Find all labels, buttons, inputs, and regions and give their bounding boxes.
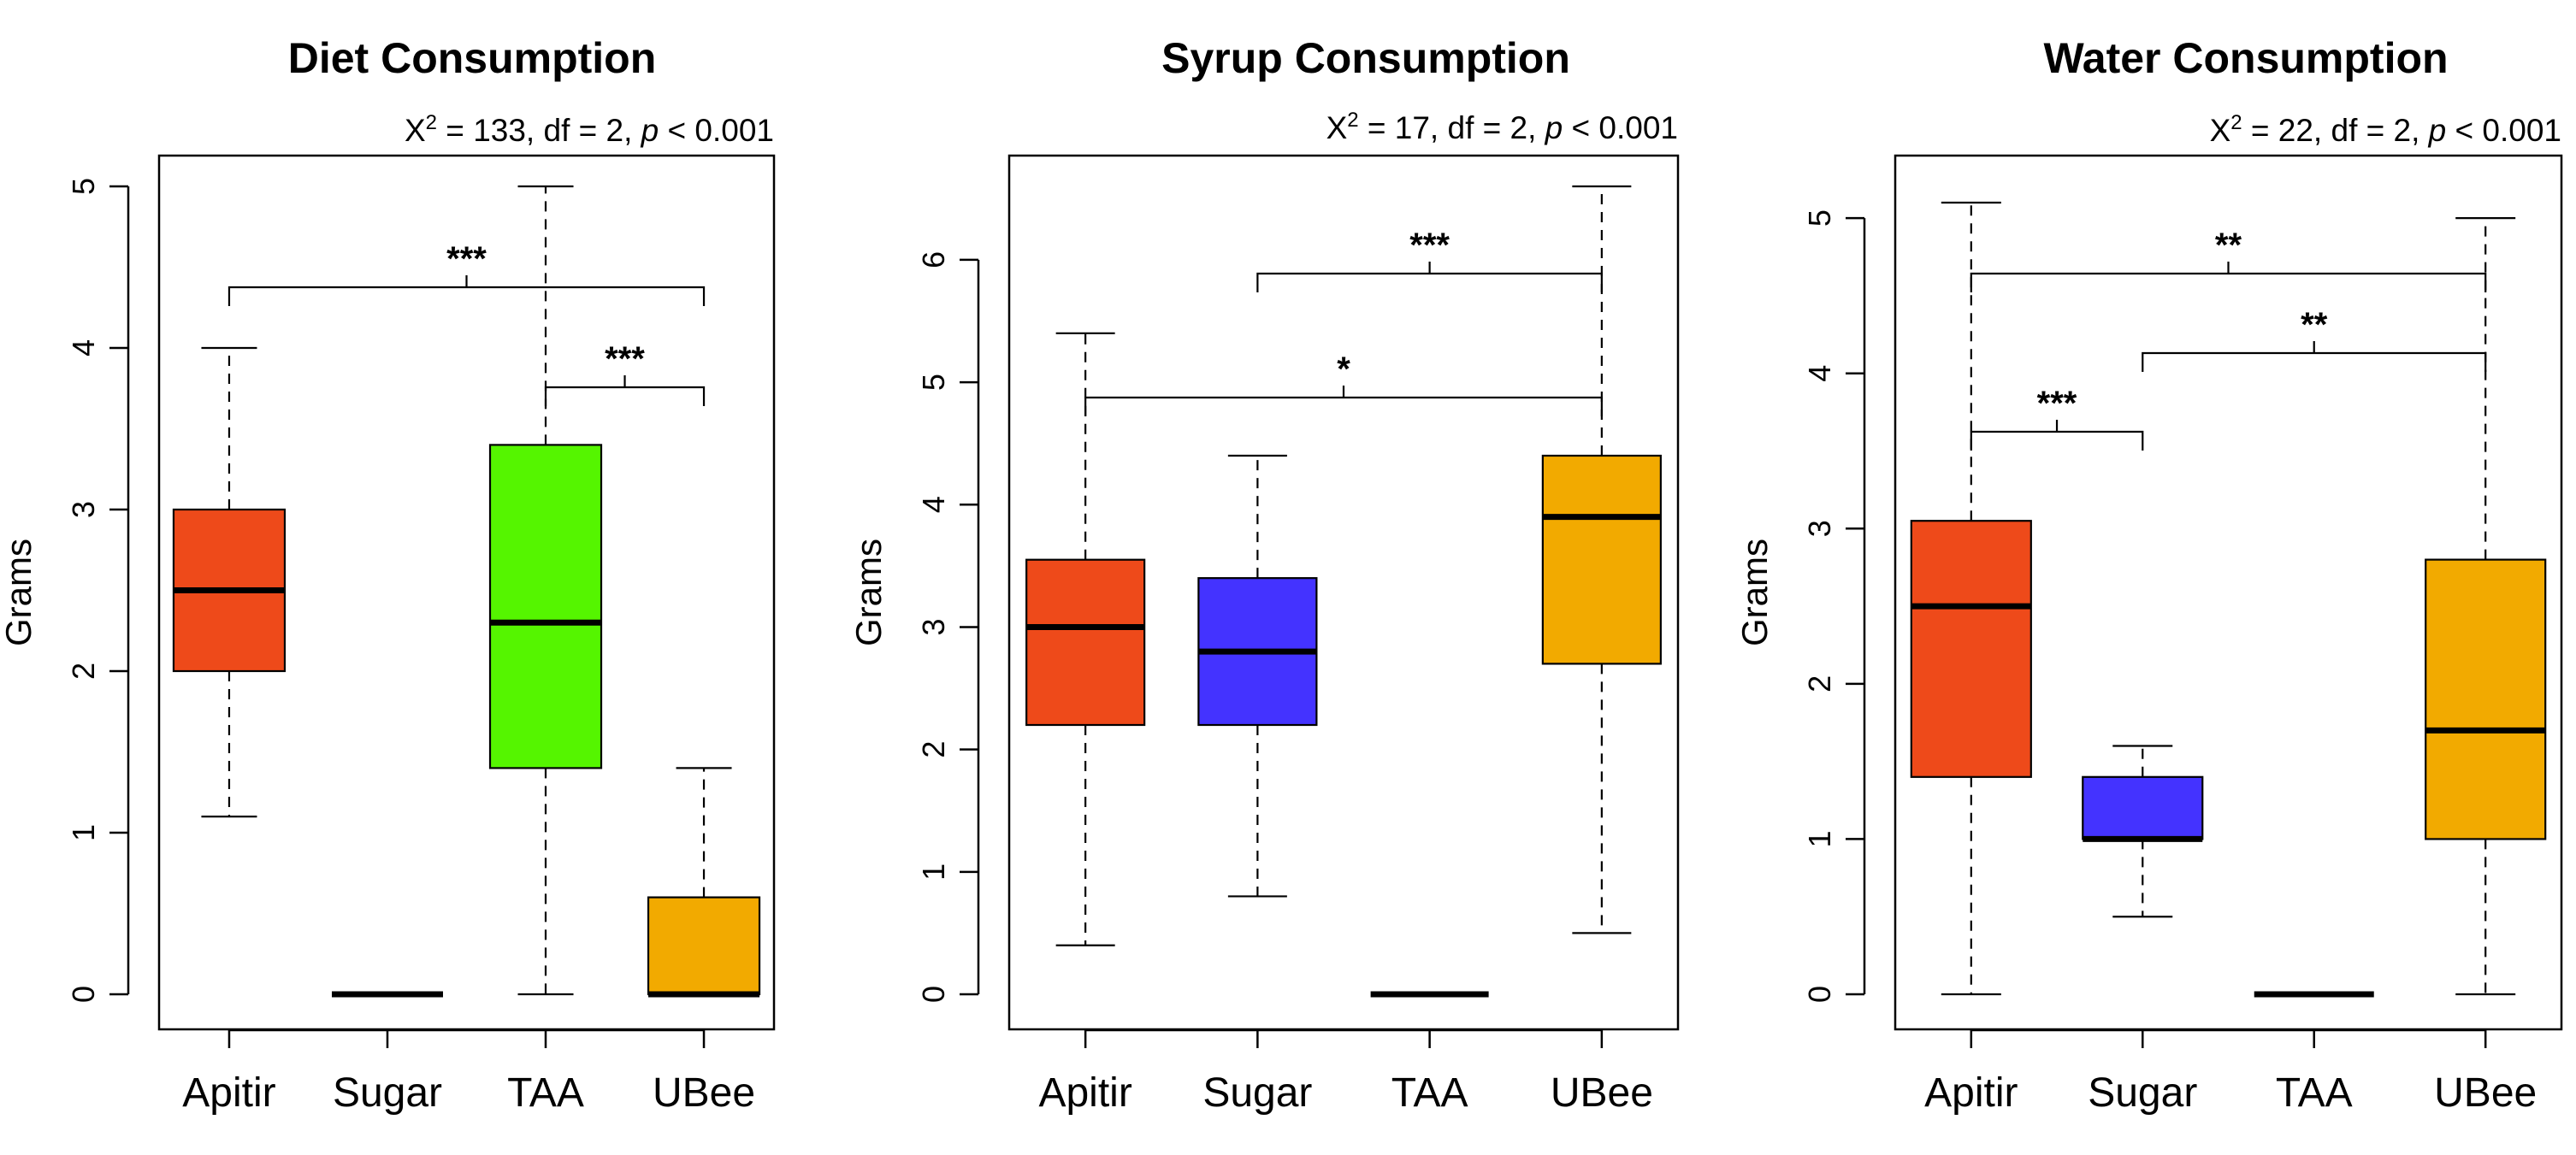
x-tick-label: Apitir xyxy=(182,1070,275,1116)
y-tick-label: 0 xyxy=(916,986,951,1003)
x-tick-label: Apitir xyxy=(1038,1070,1131,1116)
x-tick-label: Apitir xyxy=(1924,1070,2018,1116)
significance-bracket: *** xyxy=(1970,385,2144,451)
x-tick-label: TAA xyxy=(1391,1070,1468,1116)
x-tick-label: Sugar xyxy=(333,1070,442,1116)
y-axis-label: Grams xyxy=(0,539,38,646)
y-tick-label: 3 xyxy=(1802,520,1837,537)
box-body xyxy=(647,896,761,996)
box-sugar xyxy=(1197,454,1318,898)
y-tick-label: 4 xyxy=(1802,365,1837,382)
y-tick-label: 2 xyxy=(66,663,101,680)
y-tick-label: 5 xyxy=(66,178,101,195)
x-tick-label: UBee xyxy=(1551,1070,1653,1116)
x-tick-label: Sugar xyxy=(1202,1070,1312,1116)
chart-panel: Water Consumption X2 = 22, df = 2, p < 0.… xyxy=(1734,34,2563,1116)
box-body xyxy=(1025,558,1146,727)
y-tick-label: 3 xyxy=(66,501,101,518)
box-ubee xyxy=(647,767,761,998)
y-tick-label: 1 xyxy=(66,824,101,841)
significance-label: *** xyxy=(605,340,645,378)
chart-statistic: X2 = 22, df = 2, p < 0.001 xyxy=(2210,111,2561,148)
y-tick-label: 4 xyxy=(916,496,951,513)
significance-bracket: ** xyxy=(2142,306,2487,372)
chart-panel: Syrup Consumption X2 = 17, df = 2, p < 0.… xyxy=(848,34,1680,1116)
y-tick-label: 2 xyxy=(916,741,951,758)
y-tick-label: 1 xyxy=(1802,830,1837,847)
y-tick-label: 5 xyxy=(1802,209,1837,227)
y-tick-label: 2 xyxy=(1802,675,1837,692)
chart-title: Water Consumption xyxy=(2043,34,2448,82)
box-body xyxy=(488,444,603,769)
box-apitir xyxy=(1025,332,1146,946)
y-axis-label: Grams xyxy=(848,539,889,646)
significance-bracket: * xyxy=(1084,351,1603,416)
box-ubee xyxy=(2425,217,2547,996)
chart-statistic: X2 = 133, df = 2, p < 0.001 xyxy=(405,111,774,148)
bracket-line xyxy=(1084,386,1603,416)
y-tick-label: 3 xyxy=(916,618,951,635)
x-tick-label: UBee xyxy=(2434,1070,2537,1116)
bracket-line xyxy=(227,275,706,306)
box-apitir xyxy=(172,346,287,818)
box-body xyxy=(2082,775,2204,840)
significance-bracket: *** xyxy=(227,240,706,306)
box-sugar xyxy=(2082,745,2204,918)
bracket-line xyxy=(544,375,706,406)
chart-statistic: X2 = 17, df = 2, p < 0.001 xyxy=(1326,109,1678,145)
box-apitir xyxy=(1910,201,2032,996)
y-tick-label: 6 xyxy=(916,251,951,268)
y-tick-label: 4 xyxy=(66,339,101,357)
chart-panel: Diet Consumption X2 = 133, df = 2, p < 0.… xyxy=(0,34,776,1116)
bracket-line xyxy=(1256,262,1603,292)
significance-label: ** xyxy=(2301,306,2328,344)
y-axis-label: Grams xyxy=(1734,539,1775,646)
bracket-line xyxy=(1970,262,2487,292)
significance-bracket: *** xyxy=(1256,227,1603,292)
box-ubee xyxy=(1541,185,1662,934)
box-body xyxy=(1910,520,2032,778)
x-tick-label: Sugar xyxy=(2088,1070,2197,1116)
significance-bracket: ** xyxy=(1970,227,2487,292)
significance-label: *** xyxy=(446,240,487,278)
x-tick-label: TAA xyxy=(2276,1070,2353,1116)
x-tick-label: TAA xyxy=(507,1070,584,1116)
x-tick-label: UBee xyxy=(653,1070,755,1116)
box-taa xyxy=(488,185,603,996)
chart-title: Diet Consumption xyxy=(288,34,657,82)
y-tick-label: 5 xyxy=(916,374,951,391)
chart-title: Syrup Consumption xyxy=(1161,34,1570,82)
box-body xyxy=(1541,454,1662,665)
significance-label: *** xyxy=(1409,227,1450,264)
significance-label: * xyxy=(1337,351,1350,388)
significance-bracket: *** xyxy=(544,340,706,406)
y-tick-label: 1 xyxy=(916,863,951,881)
significance-label: *** xyxy=(2037,385,2077,422)
significance-label: ** xyxy=(2215,227,2242,264)
y-tick-label: 0 xyxy=(66,986,101,1003)
box-body xyxy=(2425,558,2547,840)
bracket-line xyxy=(1970,420,2144,451)
bracket-line xyxy=(2142,341,2487,372)
y-tick-label: 0 xyxy=(1802,986,1837,1003)
